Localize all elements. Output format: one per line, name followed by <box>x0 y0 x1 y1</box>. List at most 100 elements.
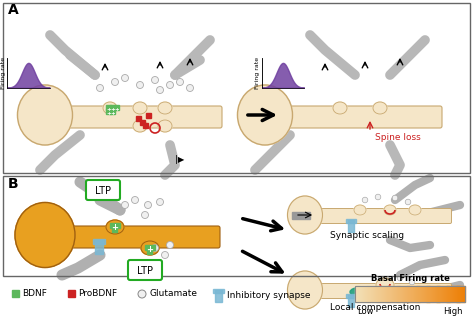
Bar <box>378 286 380 302</box>
Bar <box>411 286 413 302</box>
Bar <box>439 286 441 302</box>
Bar <box>368 286 370 302</box>
Ellipse shape <box>106 220 124 234</box>
Bar <box>387 286 389 302</box>
Bar <box>464 286 465 302</box>
Circle shape <box>186 84 193 91</box>
Bar <box>428 286 430 302</box>
Ellipse shape <box>18 85 73 145</box>
Bar <box>440 286 442 302</box>
Ellipse shape <box>103 102 117 114</box>
Circle shape <box>417 287 423 293</box>
Bar <box>453 286 455 302</box>
Circle shape <box>397 275 403 281</box>
Bar <box>375 286 377 302</box>
Bar <box>367 286 369 302</box>
Bar <box>438 286 440 302</box>
Bar <box>429 286 431 302</box>
Bar <box>403 286 404 302</box>
Text: +: + <box>111 222 118 231</box>
Bar <box>150 245 155 250</box>
Text: Low: Low <box>357 307 374 316</box>
Circle shape <box>142 212 148 218</box>
Bar <box>443 286 445 302</box>
Bar <box>423 286 424 302</box>
FancyBboxPatch shape <box>66 226 220 248</box>
Bar <box>358 286 360 302</box>
Circle shape <box>145 202 152 209</box>
FancyBboxPatch shape <box>63 106 222 128</box>
Bar <box>12 290 19 297</box>
Circle shape <box>97 84 103 91</box>
Bar <box>140 120 145 125</box>
Bar <box>355 286 465 302</box>
Bar <box>407 286 409 302</box>
FancyBboxPatch shape <box>319 283 452 299</box>
Bar <box>414 286 416 302</box>
Bar <box>357 286 359 302</box>
Bar <box>348 295 354 307</box>
Bar <box>377 286 379 302</box>
Bar <box>408 286 410 302</box>
Bar <box>3 3 470 173</box>
Bar <box>391 286 392 302</box>
Bar <box>383 286 384 302</box>
Text: A: A <box>8 3 19 17</box>
Bar <box>462 286 463 302</box>
Bar <box>361 286 362 302</box>
Bar <box>395 286 397 302</box>
Text: Local compensation: Local compensation <box>330 303 420 312</box>
Bar <box>346 219 356 223</box>
Bar <box>455 286 456 302</box>
Text: BDNF: BDNF <box>22 290 47 299</box>
Bar <box>434 286 436 302</box>
Bar <box>106 105 111 110</box>
Ellipse shape <box>376 278 394 292</box>
Bar <box>404 286 405 302</box>
Circle shape <box>131 197 138 204</box>
FancyBboxPatch shape <box>319 209 452 223</box>
Bar <box>461 286 462 302</box>
Bar <box>437 286 439 302</box>
Bar <box>463 286 465 302</box>
Ellipse shape <box>133 102 147 114</box>
Bar <box>373 286 374 302</box>
FancyBboxPatch shape <box>86 180 120 200</box>
Bar <box>400 286 401 302</box>
Bar <box>381 286 382 302</box>
Bar <box>374 286 375 302</box>
Text: ProBDNF: ProBDNF <box>78 290 117 299</box>
Bar <box>405 286 407 302</box>
Bar <box>401 286 403 302</box>
Circle shape <box>162 252 168 259</box>
Bar <box>446 286 448 302</box>
Bar <box>425 286 427 302</box>
Bar <box>114 105 119 110</box>
Text: High: High <box>444 307 463 316</box>
Bar <box>396 286 398 302</box>
Bar <box>433 286 434 302</box>
Text: +: + <box>106 107 111 112</box>
Bar <box>430 286 432 302</box>
Bar <box>93 239 105 244</box>
Bar <box>436 286 438 302</box>
Text: +: + <box>114 107 119 112</box>
Bar <box>394 286 395 302</box>
Bar <box>369 286 371 302</box>
Bar <box>456 286 458 302</box>
Bar <box>449 286 451 302</box>
Bar <box>376 286 378 302</box>
Bar <box>292 212 310 219</box>
Bar <box>384 286 385 302</box>
Bar <box>451 286 452 302</box>
Bar <box>432 286 433 302</box>
Bar <box>458 286 460 302</box>
Bar <box>136 116 141 121</box>
Circle shape <box>121 202 128 209</box>
Text: |▶: |▶ <box>175 155 184 164</box>
Text: Glutamate: Glutamate <box>150 290 198 299</box>
Bar <box>359 286 361 302</box>
Bar <box>147 249 152 254</box>
Bar <box>382 286 383 302</box>
Ellipse shape <box>350 288 370 297</box>
